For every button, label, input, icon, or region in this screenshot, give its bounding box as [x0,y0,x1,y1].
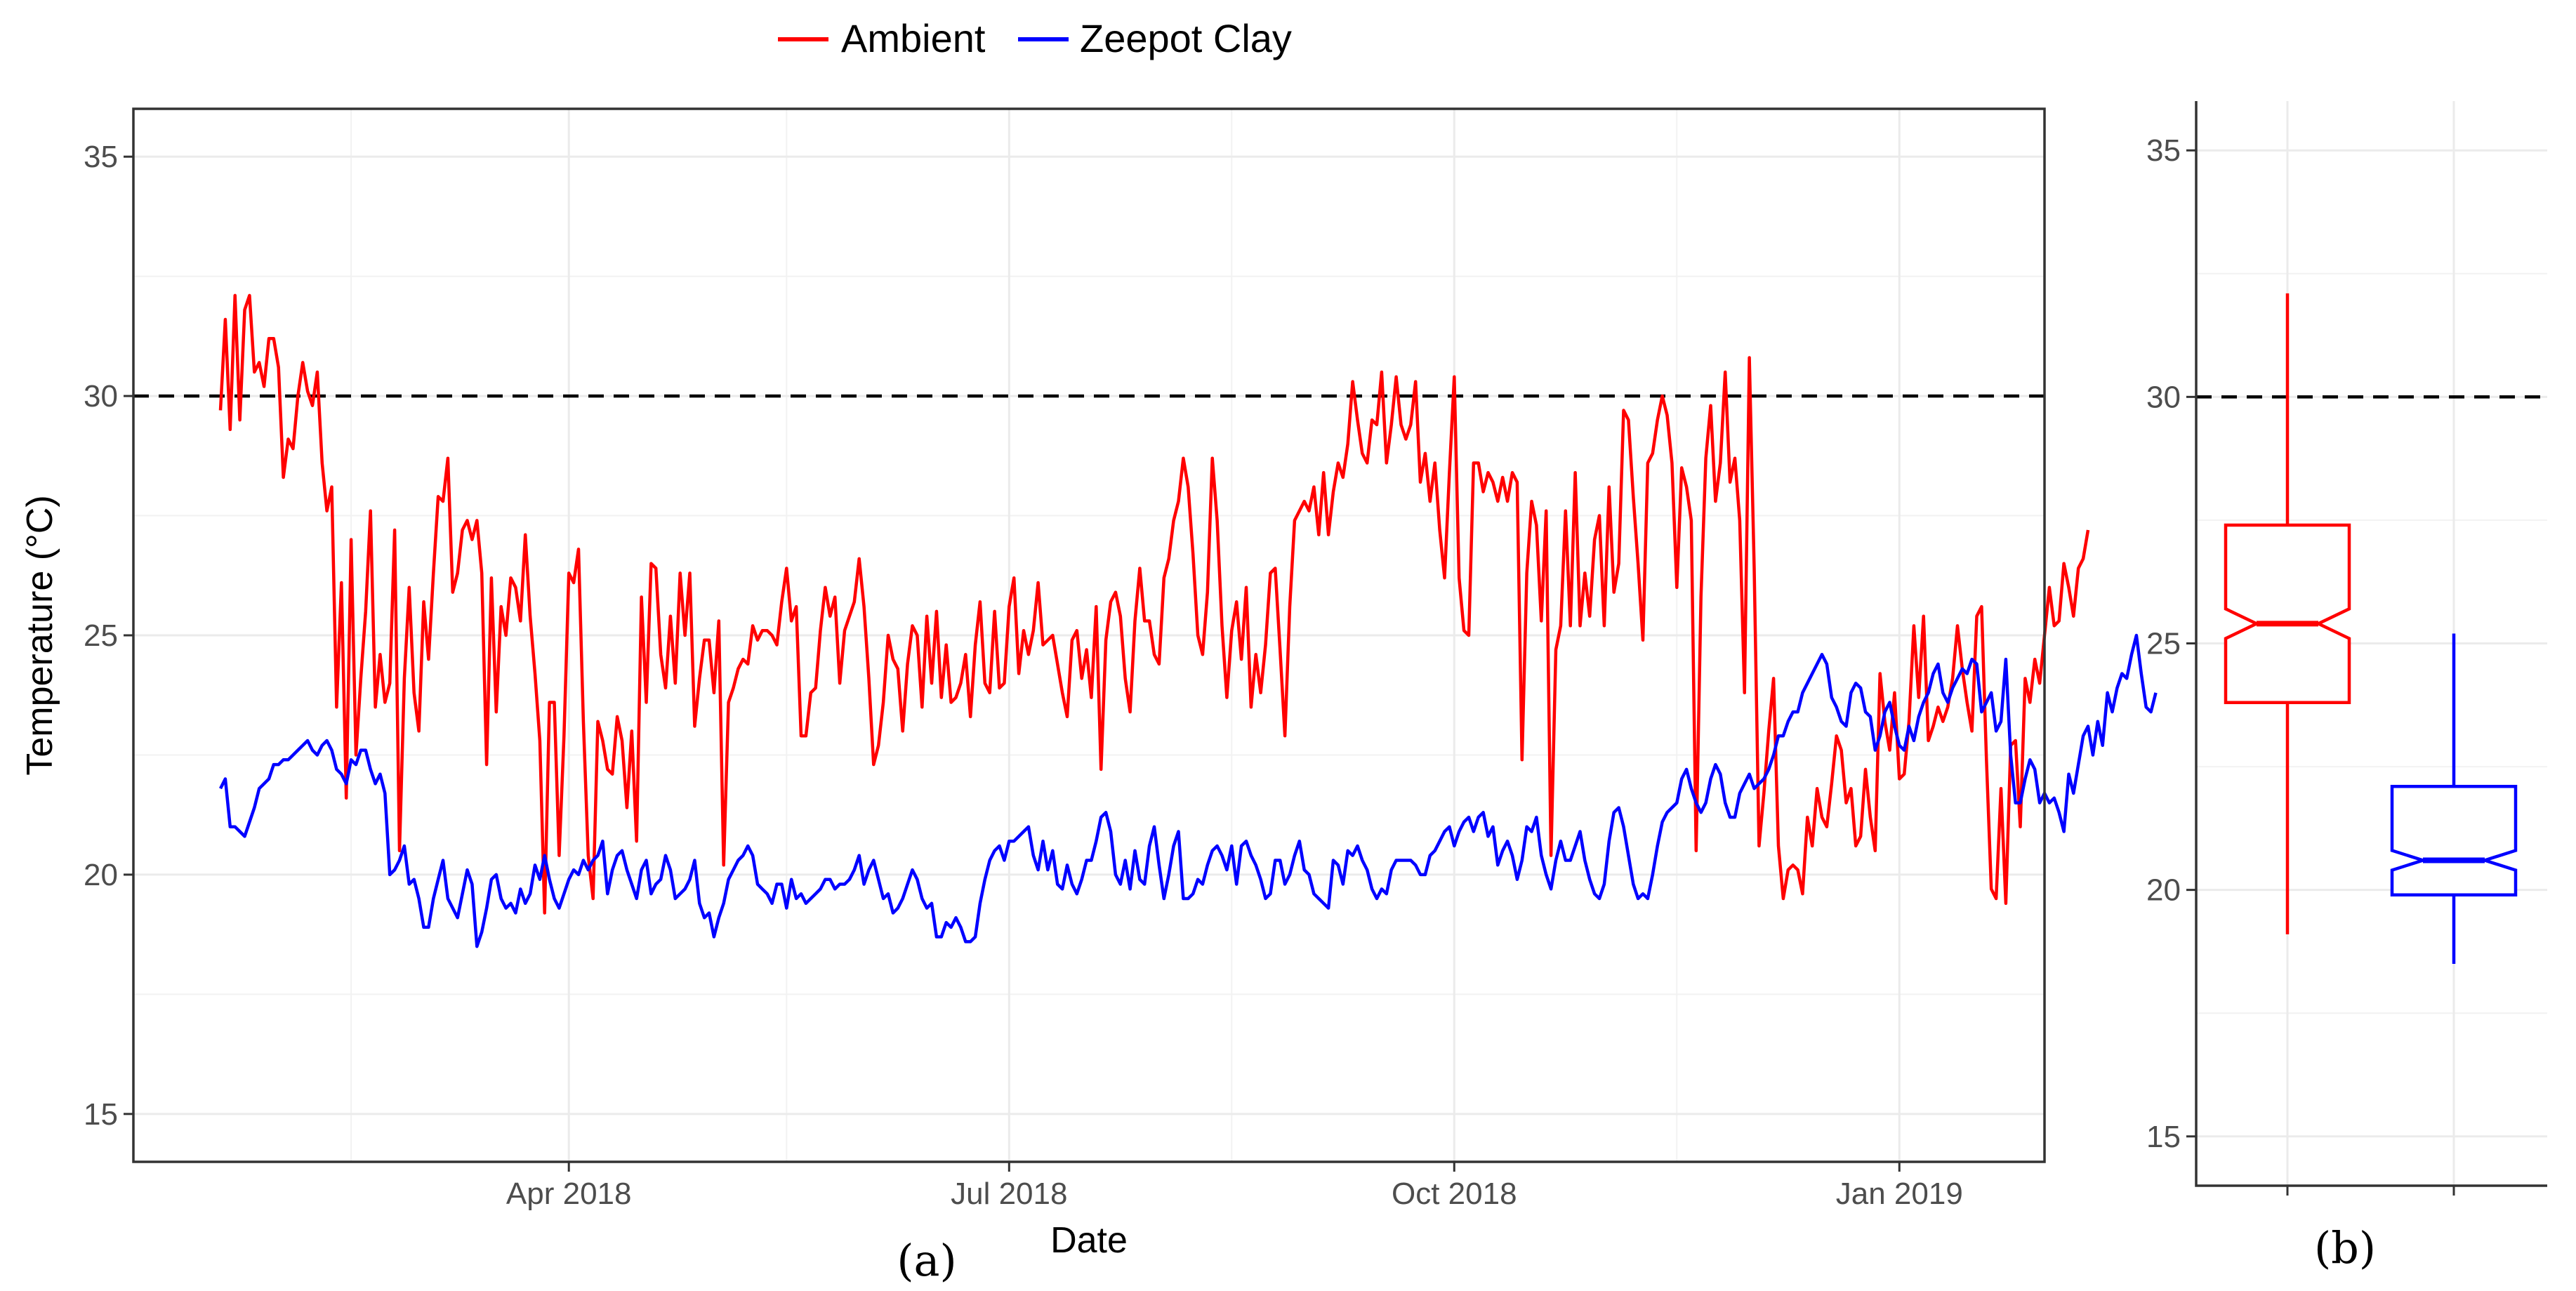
panel-b-y-tick-label: 35 [2146,133,2181,168]
panel-a-y-axis-title: Temperature (°C) [20,495,60,775]
panel-a-x-tick-label: Jul 2018 [951,1177,1067,1211]
panel-a-x-axis: Apr 2018 Jul 2018 Oct 2018 Jan 2019 [506,1162,1963,1211]
panel-a-y-tick-label: 15 [84,1097,118,1132]
panel-a-y-tick-label: 25 [84,618,118,653]
panel-b-tag: (b) [2314,1222,2376,1273]
panel-b-axis-lines [2195,101,2547,1187]
box-zeepot-clay [2390,633,2518,964]
panel-b: 15 20 25 30 35 (b) [2146,101,2547,1273]
legend-ambient-label: Ambient [841,16,986,60]
box-zeepot-clay-body [2390,784,2518,896]
panel-a-y-tick-label: 35 [84,140,118,174]
panel-b-y-tick-label: 15 [2146,1120,2181,1154]
legend-zeepot-label: Zeepot Clay [1080,16,1292,60]
box-ambient-body [2224,523,2351,705]
panel-b-y-tick-label: 30 [2146,380,2181,414]
panel-b-y-tick-label: 20 [2146,873,2181,908]
panel-a-tag: (a) [897,1235,956,1286]
panel-a-y-tick-label: 20 [84,858,118,892]
panel-a-x-tick-label: Jan 2019 [1836,1177,1963,1211]
panel-b-y-tick-label: 25 [2146,627,2181,661]
panel-a: 15 20 25 30 35 Apr 2018 Jul 2018 Oct 2018 Jan 2… [20,107,2158,1286]
panel-b-y-axis: 15 20 25 30 35 [2146,133,2196,1154]
panel-b-x-axis [2286,1186,2455,1196]
panel-a-x-tick-label: Apr 2018 [506,1177,632,1211]
panel-a-x-axis-title: Date [1050,1220,1128,1261]
series-line-ambient [218,293,2090,915]
box-ambient [2224,293,2351,934]
panel-b-boxes [2224,293,2518,964]
panel-a-y-axis: 15 20 25 30 35 [84,140,133,1132]
panel-a-x-tick-label: Oct 2018 [1392,1177,1517,1211]
panel-a-y-tick-label: 30 [84,379,118,413]
series-line-zeepot-clay [218,633,2158,948]
panel-a-series [218,293,2158,948]
legend: Ambient Zeepot Clay [778,16,1292,60]
